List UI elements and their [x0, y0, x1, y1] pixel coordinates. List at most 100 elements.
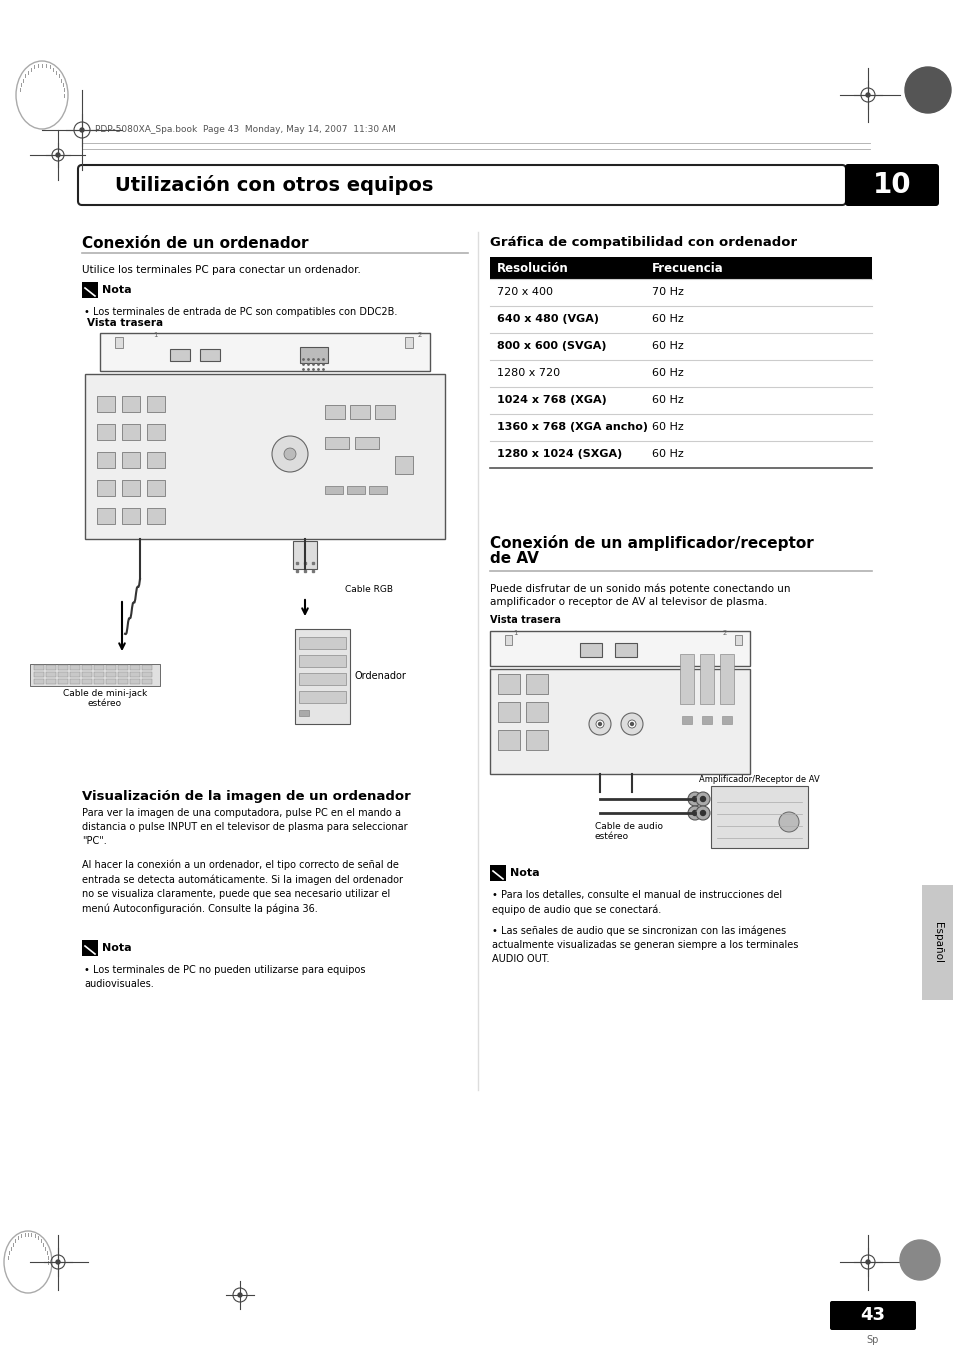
Circle shape [904, 68, 950, 113]
Text: 60 Hz: 60 Hz [651, 340, 683, 351]
Text: Español: Español [932, 921, 942, 962]
Bar [615, 643, 637, 657]
Bar [118, 671, 128, 677]
Text: 60 Hz: 60 Hz [651, 313, 683, 324]
Text: 1360 x 768 (XGA ancho): 1360 x 768 (XGA ancho) [497, 422, 647, 432]
Circle shape [865, 1260, 869, 1265]
Circle shape [692, 811, 697, 816]
Bar [579, 643, 601, 657]
Circle shape [687, 807, 701, 820]
Circle shape [56, 1260, 60, 1265]
Text: Sp: Sp [866, 1335, 879, 1346]
Circle shape [865, 93, 869, 97]
Bar [490, 865, 505, 881]
Bar [405, 336, 413, 349]
Text: Nota: Nota [102, 285, 132, 295]
Text: Ordenador: Ordenador [355, 671, 406, 681]
Text: 1: 1 [512, 630, 517, 636]
Text: Utilización con otros equipos: Utilización con otros equipos [115, 176, 433, 195]
Text: Nota: Nota [102, 943, 132, 952]
Bar [30, 663, 160, 686]
FancyBboxPatch shape [78, 165, 845, 205]
Circle shape [779, 812, 799, 832]
Bar [701, 716, 711, 724]
Bar [82, 665, 91, 670]
Text: 800 x 600 (SVGA): 800 x 600 (SVGA) [497, 340, 606, 351]
Text: • Para los detalles, consulte el manual de instrucciones del
equipo de audio que: • Para los detalles, consulte el manual … [492, 890, 781, 915]
Circle shape [692, 797, 697, 801]
Bar [34, 671, 44, 677]
Text: 640 x 480 (VGA): 640 x 480 (VGA) [497, 313, 598, 324]
Circle shape [630, 723, 633, 725]
Bar [681, 716, 691, 724]
Bar [97, 508, 115, 524]
Bar [525, 730, 547, 750]
Bar [147, 480, 165, 496]
Text: Para ver la imagen de una computadora, pulse PC en el mando a
distancia o pulse : Para ver la imagen de una computadora, p… [82, 808, 407, 846]
Circle shape [620, 713, 642, 735]
Bar [734, 635, 741, 644]
Circle shape [272, 436, 308, 471]
Text: Visualización de la imagen de un ordenador: Visualización de la imagen de un ordenad… [82, 790, 411, 802]
Text: 1280 x 1024 (SXGA): 1280 x 1024 (SXGA) [497, 449, 621, 459]
Bar [298, 711, 309, 716]
Bar [350, 405, 370, 419]
Bar [106, 665, 116, 670]
Bar [58, 665, 68, 670]
Text: Nota: Nota [510, 867, 539, 878]
Bar [369, 486, 387, 494]
Bar [46, 671, 56, 677]
Circle shape [696, 807, 709, 820]
Text: Vista trasera: Vista trasera [490, 615, 560, 626]
Bar [325, 436, 349, 449]
Bar [106, 680, 116, 684]
Bar [395, 457, 413, 474]
Text: Utilice los terminales PC para conectar un ordenador.: Utilice los terminales PC para conectar … [82, 265, 360, 276]
Circle shape [80, 128, 84, 132]
Circle shape [700, 797, 705, 801]
Circle shape [687, 792, 701, 807]
Bar [525, 674, 547, 694]
Bar [700, 654, 713, 704]
Text: Cable de audio
estéreo: Cable de audio estéreo [595, 821, 662, 842]
Text: 60 Hz: 60 Hz [651, 449, 683, 459]
Text: 60 Hz: 60 Hz [651, 367, 683, 378]
Bar [82, 282, 98, 299]
Bar [325, 486, 343, 494]
Text: 1024 x 768 (XGA): 1024 x 768 (XGA) [497, 394, 606, 405]
Bar [130, 671, 140, 677]
Bar [355, 436, 378, 449]
Text: • Las señales de audio que se sincronizan con las imágenes
actualmente visualiza: • Las señales de audio que se sincroniza… [492, 925, 798, 963]
Circle shape [627, 720, 636, 728]
FancyBboxPatch shape [829, 1301, 915, 1329]
Text: 2: 2 [722, 630, 726, 636]
Text: Amplificador/Receptor de AV: Amplificador/Receptor de AV [698, 775, 819, 784]
Bar [294, 630, 350, 724]
Text: • Los terminales de PC no pueden utilizarse para equipos
audiovisuales.: • Los terminales de PC no pueden utiliza… [84, 965, 365, 989]
Text: Puede disfrutar de un sonido más potente conectando un
amplificador o receptor d: Puede disfrutar de un sonido más potente… [490, 584, 790, 607]
Bar [347, 486, 365, 494]
Text: 1280 x 720: 1280 x 720 [497, 367, 559, 378]
Bar [298, 690, 346, 703]
Text: Frecuencia: Frecuencia [651, 262, 723, 274]
Text: Conexión de un ordenador: Conexión de un ordenador [82, 236, 308, 251]
Text: Conexión de un amplificador/receptor: Conexión de un amplificador/receptor [490, 535, 813, 551]
Bar [70, 665, 80, 670]
Text: Cable RGB: Cable RGB [345, 585, 393, 593]
Bar [94, 680, 104, 684]
Text: 2: 2 [417, 332, 422, 338]
Bar [94, 665, 104, 670]
Circle shape [596, 720, 603, 728]
Text: 70 Hz: 70 Hz [651, 286, 683, 297]
Circle shape [696, 792, 709, 807]
Bar [298, 655, 346, 667]
Circle shape [700, 811, 705, 816]
Bar [97, 396, 115, 412]
Text: Resolución: Resolución [497, 262, 568, 274]
Bar [122, 424, 140, 440]
Bar [299, 347, 328, 363]
Bar [720, 654, 733, 704]
Bar [97, 480, 115, 496]
Text: PDP-5080XA_Spa.book  Page 43  Monday, May 14, 2007  11:30 AM: PDP-5080XA_Spa.book Page 43 Monday, May … [95, 126, 395, 135]
Bar [170, 349, 190, 361]
